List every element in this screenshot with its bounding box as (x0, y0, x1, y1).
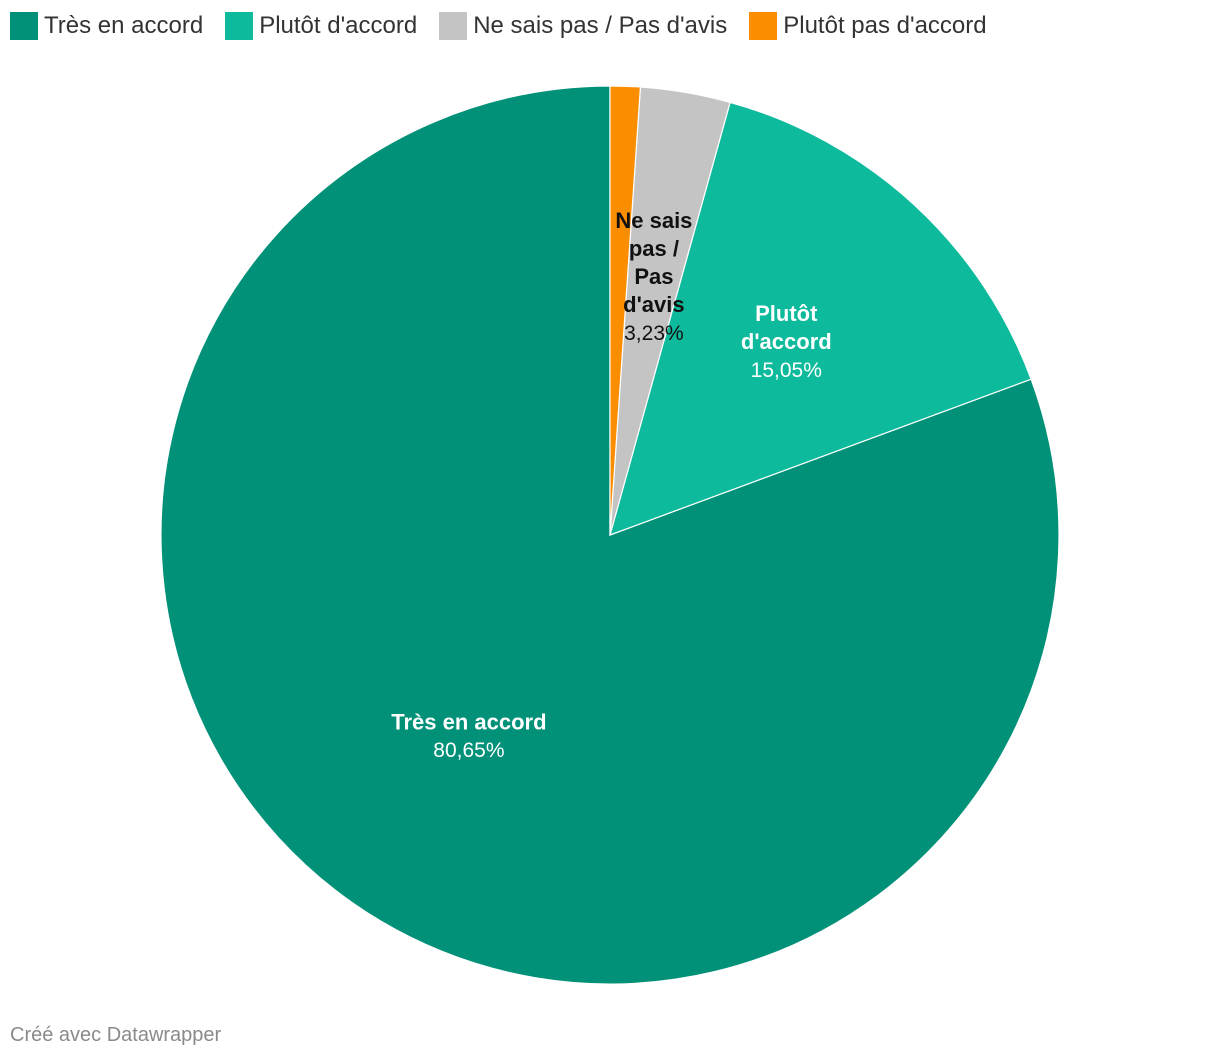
slice-label-name-line: Plutôt (755, 301, 818, 326)
legend-label: Très en accord (44, 12, 204, 39)
slice-label-plutot-d-accord: Plutôt d'accord 15,05% (741, 301, 832, 382)
chart-legend: Très en accord Plutôt d'accord Ne sais p… (10, 12, 1009, 40)
legend-swatch (439, 12, 468, 40)
legend-item-ne-sais-pas: Ne sais pas / Pas d'avis (439, 12, 727, 40)
legend-label: Plutôt pas d'accord (783, 12, 987, 39)
slice-value-label: 3,23% (624, 322, 684, 345)
legend-item-plutot-d-accord: Plutôt d'accord (225, 12, 417, 40)
slice-label-name-line: d'accord (741, 329, 832, 354)
slice-value-label: 80,65% (433, 739, 504, 762)
legend-item-tres-en-accord: Très en accord (10, 12, 203, 40)
legend-label: Plutôt d'accord (259, 12, 418, 39)
footer-credit: Créé avec Datawrapper (10, 1024, 222, 1046)
legend-swatch (749, 12, 778, 40)
legend-swatch (10, 12, 38, 40)
slice-value-label: 15,05% (751, 359, 822, 382)
legend-swatch (225, 12, 254, 40)
legend-label: Ne sais pas / Pas d'avis (473, 12, 728, 39)
pie-slice-plutot-d-accord (609, 101, 1032, 536)
slice-label-name-line: pas / (629, 236, 679, 261)
pie-slice-plutot-pas-d-accord (609, 85, 642, 536)
slice-label-name-line: Ne sais (615, 208, 692, 233)
slice-label-ne-sais-pas-pas-d-avis: Ne sais pas / Pas d'avis 3,23% (615, 208, 692, 345)
slice-label-name-line: Très en accord (391, 710, 546, 735)
slice-label-name-line: Pas (634, 264, 673, 289)
legend-item-plutot-pas-d-accord: Plutôt pas d'accord (749, 12, 987, 40)
slice-label-tres-en-accord: Très en accord 80,65% (391, 710, 546, 763)
slice-label-name-line: d'avis (623, 292, 685, 317)
